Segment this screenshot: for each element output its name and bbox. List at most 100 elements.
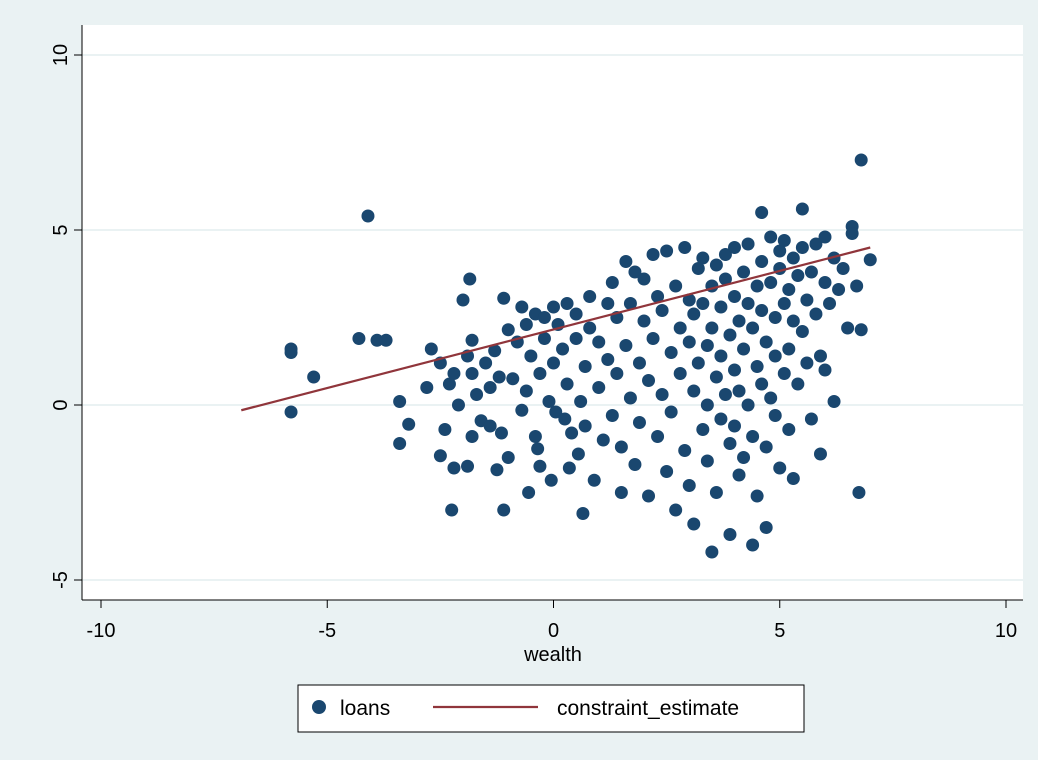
legend: loans constraint_estimate [297,684,805,733]
legend-box [297,684,805,733]
loans-point [818,230,832,244]
loans-point [854,323,868,337]
loans-point [497,503,511,517]
loans-point [850,279,864,293]
x-tick-label: -5 [318,620,336,642]
loans-point [777,297,791,310]
loans-point [637,272,651,286]
loans-point [547,356,560,370]
loans-point [651,290,665,303]
loans-point [750,279,764,293]
x-tick-label: 5 [774,620,785,642]
loans-point [823,297,837,310]
loans-point [723,328,737,342]
loans-point [537,311,551,324]
loans-point [515,300,529,314]
y-tick-label: 5 [50,224,72,235]
loans-point [492,370,506,384]
loans-point [682,479,696,492]
loans-point [465,333,479,347]
loans-point [497,291,511,305]
loans-point [791,377,805,391]
loans-point [746,538,760,552]
loans-point [614,440,628,454]
loans-point [696,423,710,436]
loans-point [528,430,542,443]
loans-point [610,367,624,380]
loans-point [768,311,782,324]
loans-point [479,356,493,370]
loans-point [746,430,760,443]
loans-point [718,272,732,286]
loans-point [845,227,859,240]
loans-point [854,153,868,167]
loans-point [827,395,841,408]
loans-point [795,241,809,254]
loans-point [691,262,705,275]
loans-point [791,269,805,282]
loans-point [782,342,796,356]
x-tick-label: 10 [995,620,1017,642]
loans-point [750,360,764,373]
loans-point [614,486,628,499]
legend-loans-label: loans [340,697,390,720]
loans-point [732,468,746,482]
loans-point [456,293,470,307]
loans-point [728,419,741,433]
loans-point [678,241,692,254]
loans-point [533,367,547,380]
loans-point [700,454,714,468]
loans-point [709,370,723,384]
loans-point [522,486,536,499]
loans-point [718,388,732,401]
loans-point [777,367,791,380]
loans-point [755,304,769,317]
loans-point [646,248,660,261]
loans-point [714,412,728,426]
loans-point [804,412,818,426]
y-tick-label: 10 [50,44,72,66]
loans-point [361,209,375,223]
loans-point [813,349,827,363]
loans-point [786,314,800,328]
loans-point [782,423,796,436]
loans-point [583,290,597,303]
loans-point [569,307,583,321]
loans-point [463,272,477,286]
loans-point [786,251,800,265]
loans-point [424,342,438,356]
loans-point [795,325,809,338]
loans-point [583,321,597,335]
loans-point [655,304,669,317]
loans-point [723,528,737,541]
loans-point [800,356,814,370]
loans-point [542,395,556,408]
loans-point [420,381,434,394]
loans-point [637,314,651,328]
loans-point [651,430,665,443]
loans-point [560,297,574,310]
loans-point [687,517,701,531]
x-axis-title: wealth [523,644,582,666]
loans-point [759,440,773,454]
loans-point [284,346,298,359]
loans-point [700,398,714,412]
loans-point [669,503,683,517]
loans-point [632,356,646,370]
loans-point [673,367,687,380]
loans-point [574,395,588,408]
gridlines [82,54,1023,581]
loans-point [519,384,533,398]
loans-point [632,416,646,429]
loans-point [687,307,701,321]
loans-point [664,346,678,359]
loans-point [628,265,642,279]
loans-point [556,342,570,356]
loans-point [370,333,384,347]
loans-point [660,244,674,258]
loans-point [741,398,755,412]
loans-point [642,374,656,387]
loans-point [562,461,576,475]
loans-point [558,412,572,426]
loans-point [678,444,692,457]
